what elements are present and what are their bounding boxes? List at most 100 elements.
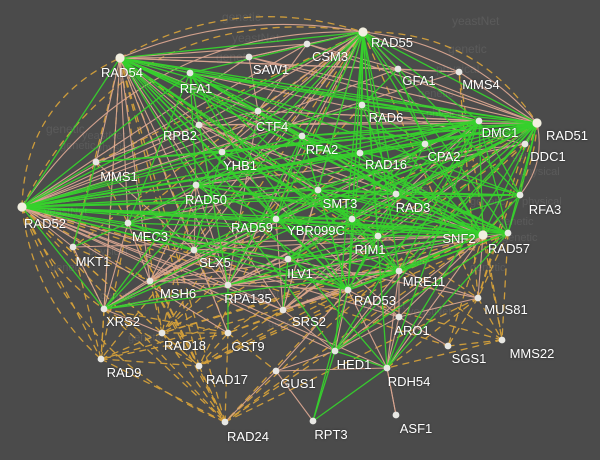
network-node-asf1[interactable] <box>392 411 400 419</box>
edge-genetic <box>198 232 509 367</box>
edge-yeastNet <box>227 135 303 286</box>
edge-physical <box>119 43 308 59</box>
edge-physical <box>386 270 400 369</box>
network-node-yhb1[interactable] <box>218 148 226 156</box>
edge-genetic <box>224 234 484 423</box>
edge-genetic <box>477 297 503 341</box>
edge-yeastNet <box>287 235 379 260</box>
edge-physical <box>362 31 538 124</box>
network-node-rad54[interactable] <box>115 53 125 63</box>
network-node-mus81[interactable] <box>474 294 482 302</box>
network-node-aro1[interactable] <box>395 313 403 321</box>
network-node-slx5[interactable] <box>190 246 198 254</box>
network-node-rad51[interactable] <box>532 118 542 128</box>
network-node-cpa2[interactable] <box>421 140 429 148</box>
edge-yeastNet <box>189 72 397 195</box>
network-node-dmc1[interactable] <box>475 117 483 125</box>
edge-yeastNet <box>351 31 364 220</box>
network-node-rad16[interactable] <box>356 149 364 157</box>
edge-yeastNet <box>482 122 538 236</box>
edge-yeastNet <box>127 222 349 291</box>
edge-yeastNet <box>334 232 509 352</box>
edge-physical <box>195 184 229 286</box>
edge-yeastNet <box>398 120 480 272</box>
edge-genetic <box>127 31 364 224</box>
network-node-msh6[interactable] <box>146 277 154 285</box>
network-node-csm3[interactable] <box>303 40 311 48</box>
edge-genetic <box>161 332 226 423</box>
edge-genetic <box>458 71 503 341</box>
edge-physical <box>282 120 480 311</box>
network-node-rad17[interactable] <box>195 362 203 370</box>
network-node-rad59[interactable] <box>272 215 280 223</box>
network-node-snf2[interactable] <box>478 230 488 240</box>
edge-yeastNet <box>519 122 538 196</box>
network-node-ctf4[interactable] <box>254 107 262 115</box>
edge-yeastNet <box>386 232 509 369</box>
network-node-srs2[interactable] <box>279 306 287 314</box>
network-node-rfa2[interactable] <box>298 132 306 140</box>
edge-genetic <box>362 31 538 124</box>
edge-yeastNet <box>395 120 480 195</box>
edge-physical <box>282 309 336 352</box>
edge-physical <box>386 367 397 416</box>
edge-yeastNet <box>424 122 538 145</box>
edge-genetic <box>21 206 226 423</box>
network-node-cst9[interactable] <box>224 329 232 337</box>
network-node-gus1[interactable] <box>272 367 280 375</box>
network-node-ybr099c[interactable] <box>348 215 356 223</box>
network-node-mms22[interactable] <box>498 336 506 344</box>
edge-physical <box>21 124 200 208</box>
network-node-ddc1[interactable] <box>521 140 529 148</box>
network-node-saw1[interactable] <box>245 53 253 61</box>
network-node-xrs2[interactable] <box>100 305 108 313</box>
network-node-rad52[interactable] <box>17 202 27 212</box>
network-node-mkt1[interactable] <box>69 243 77 251</box>
network-node-rpb2[interactable] <box>195 121 203 129</box>
edge-genetic <box>21 206 105 310</box>
edge-physical <box>21 206 388 369</box>
network-node-rad55[interactable] <box>358 27 368 37</box>
edge-yeastNet <box>275 135 303 220</box>
network-node-mre11[interactable] <box>395 267 403 275</box>
network-node-mms4[interactable] <box>455 68 463 76</box>
network-node-mec3[interactable] <box>124 219 132 227</box>
network-node-rad57[interactable] <box>504 229 512 237</box>
network-node-rad53[interactable] <box>344 286 352 294</box>
network-node-rad24[interactable] <box>221 418 229 426</box>
network-node-smt3[interactable] <box>314 186 322 194</box>
network-node-rad3[interactable] <box>392 190 400 198</box>
network-node-rfa1[interactable] <box>186 69 194 77</box>
network-node-rad50[interactable] <box>192 181 200 189</box>
edge-yeastNet <box>275 189 319 220</box>
network-node-rad9[interactable] <box>97 355 105 363</box>
network-node-rim1[interactable] <box>374 232 382 240</box>
network-node-rpa135[interactable] <box>224 281 232 289</box>
edge-yeastNet <box>21 206 353 220</box>
network-node-mms1[interactable] <box>92 158 100 166</box>
network-node-rad6[interactable] <box>358 101 366 109</box>
edge-yeastNet <box>21 206 129 224</box>
edge-physical <box>227 270 400 286</box>
network-node-rdh54[interactable] <box>383 364 391 372</box>
network-node-ilv1[interactable] <box>284 255 292 263</box>
edge-physical <box>119 56 250 59</box>
edge-genetic <box>482 122 538 236</box>
edge-yeastNet <box>189 72 229 286</box>
edge-genetic <box>149 280 226 423</box>
edge-yeastNet <box>282 258 289 311</box>
network-node-rpt3[interactable] <box>309 417 317 425</box>
edge-physical <box>248 56 538 124</box>
edge-yeastNet <box>301 135 397 195</box>
network-node-sgs1[interactable] <box>444 342 452 350</box>
network-node-hed1[interactable] <box>331 347 339 355</box>
edge-physical <box>257 31 364 112</box>
edge-yeastNet <box>21 161 97 208</box>
edge-yeastNet <box>103 234 484 310</box>
edge-yeastNet <box>103 218 277 310</box>
network-node-gfa1[interactable] <box>394 65 402 73</box>
network-node-rad18[interactable] <box>158 329 166 337</box>
network-node-rfa3[interactable] <box>516 191 524 199</box>
edge-yeastNet <box>21 151 223 208</box>
